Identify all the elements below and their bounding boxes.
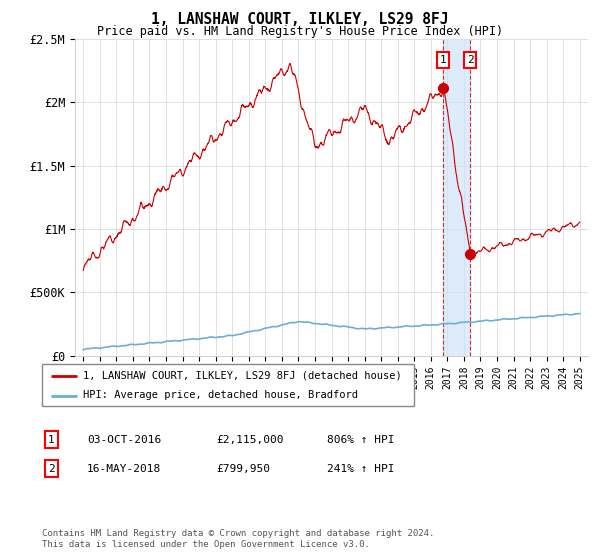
Text: 2: 2	[467, 55, 473, 65]
Text: 16-MAY-2018: 16-MAY-2018	[87, 464, 161, 474]
Text: £2,115,000: £2,115,000	[216, 435, 284, 445]
Bar	[443, 39, 470, 356]
Text: 1, LANSHAW COURT, ILKLEY, LS29 8FJ (detached house): 1, LANSHAW COURT, ILKLEY, LS29 8FJ (deta…	[83, 371, 401, 381]
Text: 2: 2	[48, 464, 55, 474]
Text: £799,950: £799,950	[216, 464, 270, 474]
Text: HPI: Average price, detached house, Bradford: HPI: Average price, detached house, Brad…	[83, 390, 358, 400]
FancyBboxPatch shape	[42, 364, 414, 406]
Text: 241% ↑ HPI: 241% ↑ HPI	[327, 464, 395, 474]
Text: 1: 1	[48, 435, 55, 445]
Text: 1, LANSHAW COURT, ILKLEY, LS29 8FJ: 1, LANSHAW COURT, ILKLEY, LS29 8FJ	[151, 12, 449, 27]
Text: Price paid vs. HM Land Registry's House Price Index (HPI): Price paid vs. HM Land Registry's House …	[97, 25, 503, 38]
Text: 1: 1	[440, 55, 446, 65]
Text: 806% ↑ HPI: 806% ↑ HPI	[327, 435, 395, 445]
Text: Contains HM Land Registry data © Crown copyright and database right 2024.
This d: Contains HM Land Registry data © Crown c…	[42, 529, 434, 549]
Text: 03-OCT-2016: 03-OCT-2016	[87, 435, 161, 445]
